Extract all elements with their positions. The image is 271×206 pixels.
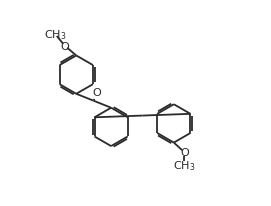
- Text: O: O: [61, 41, 69, 52]
- Text: O: O: [180, 148, 189, 158]
- Text: CH$_3$: CH$_3$: [44, 28, 67, 42]
- Text: O: O: [93, 88, 101, 98]
- Text: CH$_3$: CH$_3$: [173, 159, 196, 173]
